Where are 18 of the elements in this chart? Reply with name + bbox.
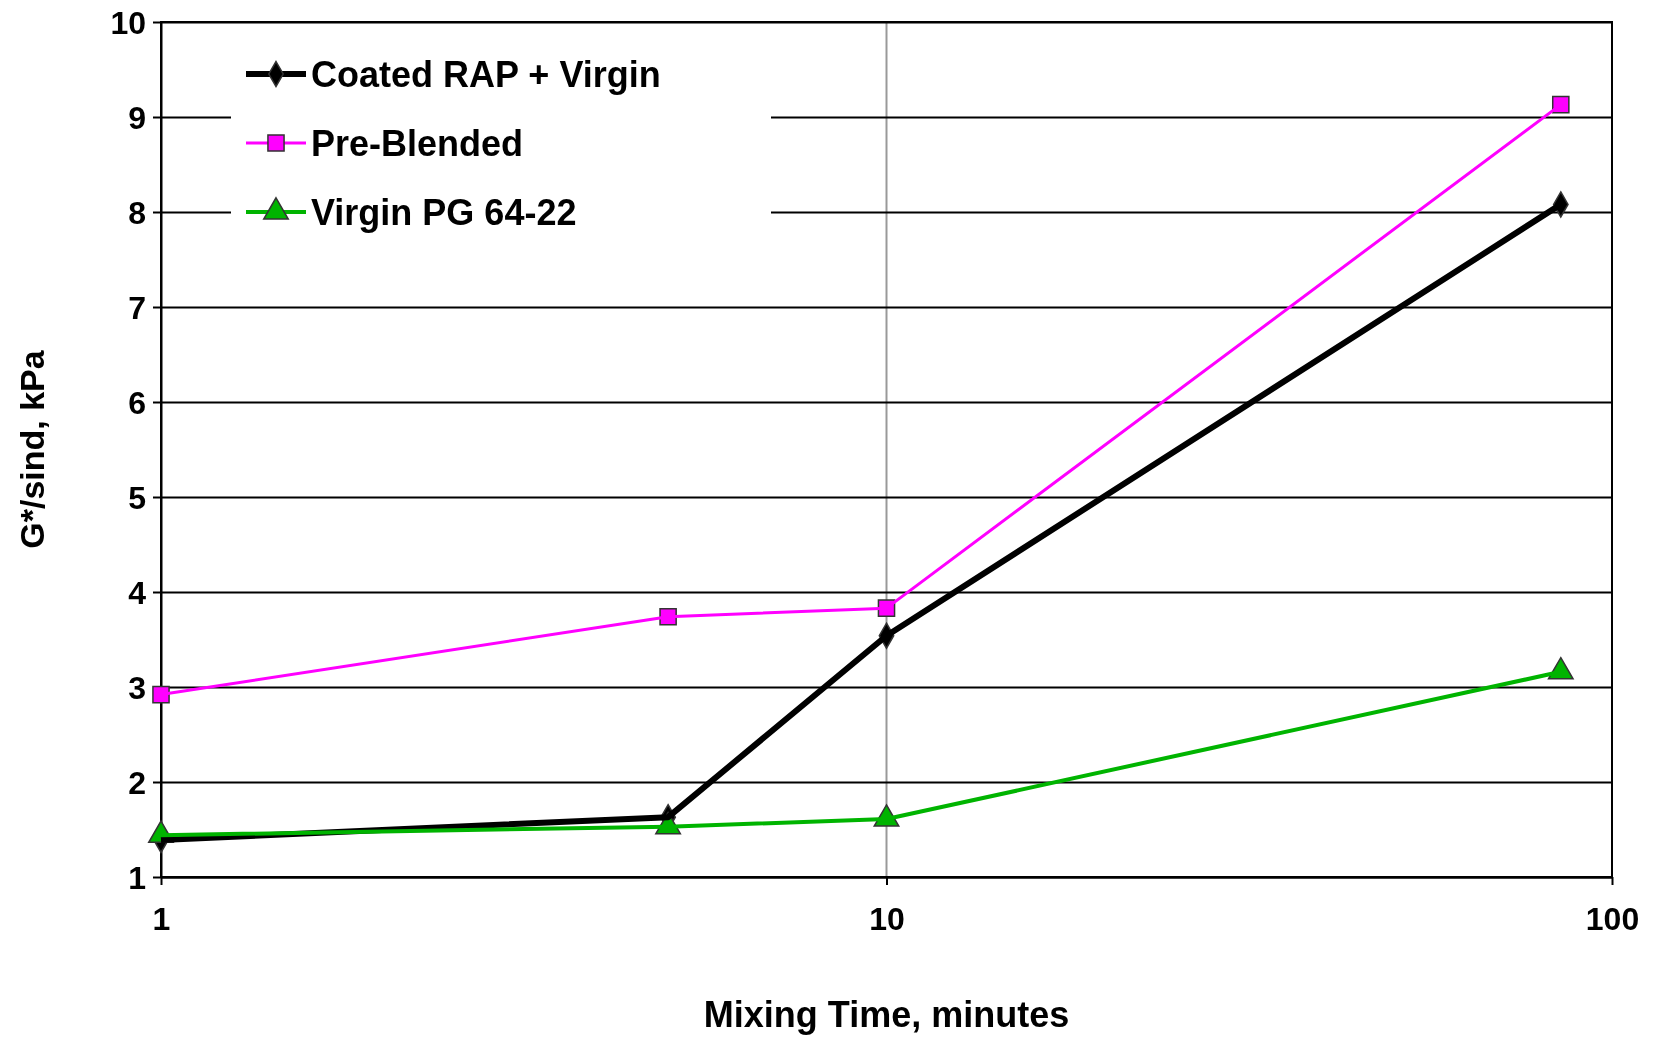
legend-label: Pre-Blended bbox=[311, 122, 524, 164]
y-tick-label: 5 bbox=[128, 479, 146, 516]
legend-label: Virgin PG 64-22 bbox=[311, 191, 577, 233]
y-tick-label: 9 bbox=[128, 99, 146, 136]
y-tick-label: 10 bbox=[110, 4, 146, 41]
y-tick-label: 3 bbox=[128, 669, 146, 706]
y-tick-label: 8 bbox=[128, 194, 146, 231]
x-tick-label: 100 bbox=[1585, 900, 1640, 937]
x-tick-label: 10 bbox=[869, 900, 905, 937]
legend-label: Coated RAP + Virgin bbox=[311, 53, 661, 95]
y-tick-label: 1 bbox=[128, 859, 146, 896]
y-tick-label: 4 bbox=[128, 574, 147, 611]
x-tick-label: 1 bbox=[152, 900, 171, 937]
y-tick-label: 2 bbox=[128, 764, 146, 801]
y-tick-label: 7 bbox=[128, 289, 146, 326]
x-axis-title: Mixing Time, minutes bbox=[703, 994, 1070, 1035]
y-tick-label: 6 bbox=[128, 384, 146, 421]
y-axis-title: G*/sind, kPa bbox=[13, 349, 51, 549]
